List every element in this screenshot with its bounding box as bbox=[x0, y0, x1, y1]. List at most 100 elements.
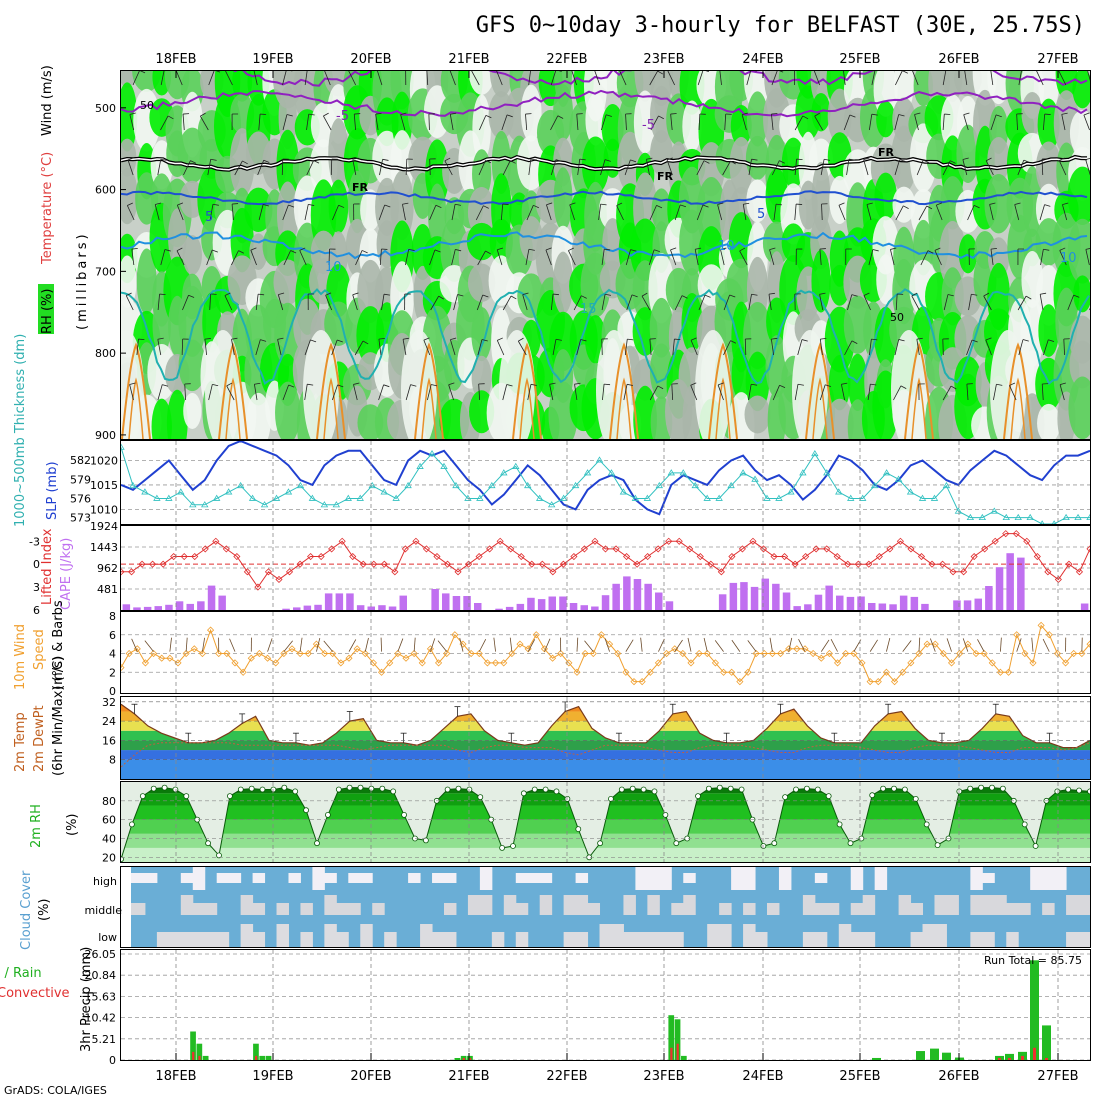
barb-shaft bbox=[1009, 385, 1017, 401]
cloud-low-block bbox=[659, 932, 672, 947]
wind-speed-marker bbox=[353, 645, 361, 653]
cape-bar bbox=[218, 595, 226, 610]
barb-shaft bbox=[649, 205, 657, 221]
barb-shaft bbox=[157, 384, 163, 401]
li-marker bbox=[654, 545, 662, 553]
cape-bar bbox=[1080, 603, 1089, 610]
wind-speed-marker bbox=[825, 649, 833, 658]
wind-barb bbox=[602, 383, 611, 401]
barb-flag bbox=[308, 113, 315, 116]
cloud-low-block bbox=[432, 932, 445, 947]
wind10-barb bbox=[1016, 638, 1022, 652]
barb-shaft bbox=[841, 384, 846, 401]
barb-flag bbox=[656, 205, 663, 209]
barb-flag bbox=[506, 114, 513, 118]
li-marker bbox=[675, 537, 683, 545]
li-marker bbox=[601, 545, 610, 553]
wind-speed-marker bbox=[1005, 668, 1013, 676]
cloud-low-block bbox=[204, 932, 218, 947]
barb-flag bbox=[438, 295, 445, 300]
rh-marker bbox=[303, 807, 310, 814]
barb-flag bbox=[176, 247, 183, 252]
barb-shaft bbox=[600, 114, 607, 131]
cape-bar bbox=[740, 582, 748, 610]
precip-total-bar bbox=[942, 1052, 951, 1060]
wind-barb bbox=[616, 202, 624, 221]
rh-blob bbox=[874, 172, 897, 221]
barb-shaft bbox=[868, 114, 873, 131]
wind-barb bbox=[769, 247, 776, 266]
barb-shaft bbox=[453, 294, 458, 311]
barb-flag bbox=[674, 338, 681, 341]
li-marker bbox=[254, 583, 262, 591]
barb-flag bbox=[1044, 113, 1051, 115]
barb-flag bbox=[496, 68, 502, 70]
wind-barb bbox=[619, 71, 627, 86]
cloud-high-block bbox=[288, 873, 301, 883]
cape-bar bbox=[527, 597, 535, 610]
barb-shaft bbox=[720, 249, 725, 266]
li-marker bbox=[759, 545, 768, 553]
rh-blob bbox=[276, 129, 299, 202]
rh-blob bbox=[548, 381, 578, 439]
wind-barb bbox=[353, 113, 361, 131]
rh-marker bbox=[121, 856, 124, 862]
thickness-marker bbox=[751, 475, 759, 482]
wind-barb bbox=[209, 293, 217, 311]
cape-ytick-label: 962 bbox=[97, 562, 118, 575]
barb-flag bbox=[435, 204, 442, 209]
rh-blob bbox=[275, 381, 301, 439]
cape-bar bbox=[995, 567, 1004, 610]
cloud-middle-block bbox=[743, 903, 756, 915]
cloud-middle-block bbox=[767, 903, 780, 915]
wind-barb bbox=[545, 247, 552, 266]
barb-flag bbox=[991, 68, 997, 69]
barb-flag bbox=[528, 248, 535, 251]
cape-bar bbox=[974, 598, 982, 610]
barb-shaft bbox=[1092, 340, 1098, 355]
cloud-low-block bbox=[180, 932, 194, 947]
thickness-marker bbox=[416, 462, 424, 469]
barb-shaft bbox=[741, 114, 747, 131]
warm-core-contour-inner bbox=[128, 377, 144, 439]
barb-shaft bbox=[916, 160, 924, 176]
barb-shaft bbox=[914, 114, 919, 131]
barb-shaft bbox=[257, 160, 265, 176]
rh-marker bbox=[455, 785, 462, 792]
precip-total-bar bbox=[668, 1015, 675, 1060]
day-label-bottom: 18FEB bbox=[155, 1069, 196, 1084]
barb-shaft bbox=[748, 159, 752, 176]
cape-ytick-label: 1443 bbox=[90, 541, 118, 554]
barb-flag bbox=[155, 202, 162, 205]
barb-shaft bbox=[942, 114, 945, 131]
barb-shaft bbox=[378, 384, 384, 401]
wind-speed-marker bbox=[451, 631, 459, 639]
barb-shaft bbox=[598, 204, 602, 221]
wind-speed-marker bbox=[1053, 649, 1061, 658]
wind-speed-marker bbox=[426, 645, 434, 653]
li-marker bbox=[370, 560, 378, 568]
barb-shaft bbox=[1085, 249, 1090, 266]
upper-ytick-label: 500 bbox=[95, 102, 116, 115]
wind-barb bbox=[912, 71, 919, 86]
wind-barb bbox=[448, 382, 455, 401]
barb-shaft bbox=[379, 159, 383, 176]
rh-label-50: 50 bbox=[140, 99, 154, 112]
wind-barb bbox=[914, 112, 921, 131]
wind-barb bbox=[1042, 113, 1051, 131]
wind-barb bbox=[379, 158, 389, 176]
rh-marker bbox=[738, 786, 745, 793]
barb-shaft bbox=[1036, 71, 1044, 86]
thickness-marker bbox=[870, 481, 879, 489]
barb-shaft bbox=[517, 340, 527, 356]
dry-column bbox=[792, 330, 828, 439]
rh-blob bbox=[743, 302, 772, 370]
cloud-middle-block bbox=[192, 903, 206, 915]
barb-flag bbox=[400, 112, 407, 115]
rh-marker bbox=[346, 784, 353, 791]
wind10-barb bbox=[267, 638, 273, 652]
barb-flag bbox=[872, 249, 879, 252]
li-marker bbox=[317, 552, 325, 561]
barb-flag bbox=[324, 68, 330, 70]
barb-shaft bbox=[690, 340, 698, 356]
